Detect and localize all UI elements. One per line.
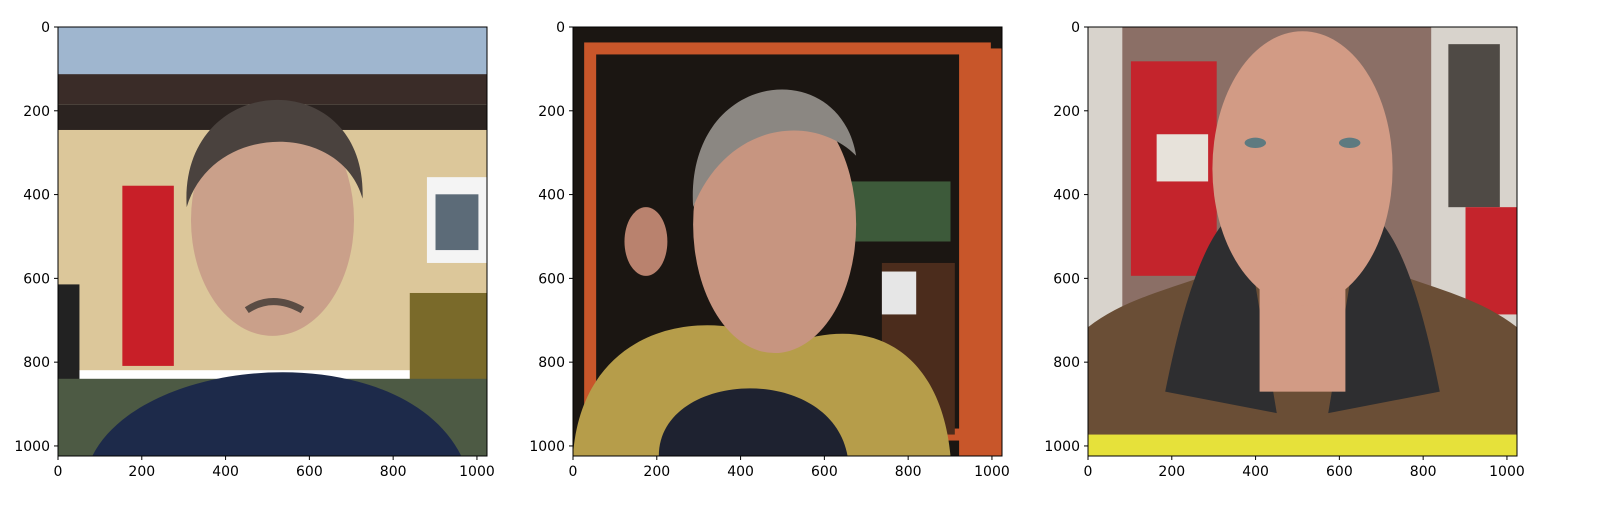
x-tick-label: 200 — [643, 464, 670, 480]
y-tick-label: 1000 — [1044, 439, 1080, 455]
portrait-photo — [1088, 27, 1517, 456]
x-tick-label: 0 — [1084, 464, 1093, 480]
x-tick-label: 1000 — [1489, 464, 1525, 480]
y-tick-label: 600 — [1053, 271, 1080, 287]
x-tick-label: 600 — [1326, 464, 1353, 480]
y-tick-label: 400 — [538, 188, 565, 204]
x-tick-label: 1000 — [974, 464, 1010, 480]
axes-frame — [57, 26, 488, 457]
x-tick-label: 0 — [54, 464, 63, 480]
y-tick-label: 800 — [1053, 355, 1080, 371]
x-tick-label: 800 — [895, 464, 922, 480]
y-tick-label: 0 — [1071, 20, 1080, 36]
y-tick-label: 600 — [23, 271, 50, 287]
y-tick-label: 1000 — [14, 439, 50, 455]
axes-frame — [1087, 26, 1518, 457]
x-tick-label: 800 — [1410, 464, 1437, 480]
x-tick-label: 200 — [128, 464, 155, 480]
portrait-photo — [58, 27, 487, 456]
y-tick-label: 200 — [23, 104, 50, 120]
x-tick-label: 600 — [296, 464, 323, 480]
x-tick-label: 800 — [380, 464, 407, 480]
axes-frame — [572, 26, 1003, 457]
y-tick-label: 0 — [41, 20, 50, 36]
portrait-photo — [573, 27, 1002, 456]
y-tick-label: 800 — [538, 355, 565, 371]
y-tick-label: 800 — [23, 355, 50, 371]
x-tick-label: 400 — [1242, 464, 1269, 480]
y-tick-label: 400 — [1053, 188, 1080, 204]
y-tick-label: 400 — [23, 188, 50, 204]
x-tick-label: 400 — [727, 464, 754, 480]
x-tick-label: 1000 — [459, 464, 495, 480]
x-tick-label: 400 — [212, 464, 239, 480]
y-tick-label: 200 — [538, 104, 565, 120]
y-tick-label: 1000 — [529, 439, 565, 455]
y-tick-label: 200 — [1053, 104, 1080, 120]
y-tick-label: 600 — [538, 271, 565, 287]
x-tick-label: 200 — [1158, 464, 1185, 480]
x-tick-label: 600 — [811, 464, 838, 480]
y-tick-label: 0 — [556, 20, 565, 36]
x-tick-label: 0 — [569, 464, 578, 480]
